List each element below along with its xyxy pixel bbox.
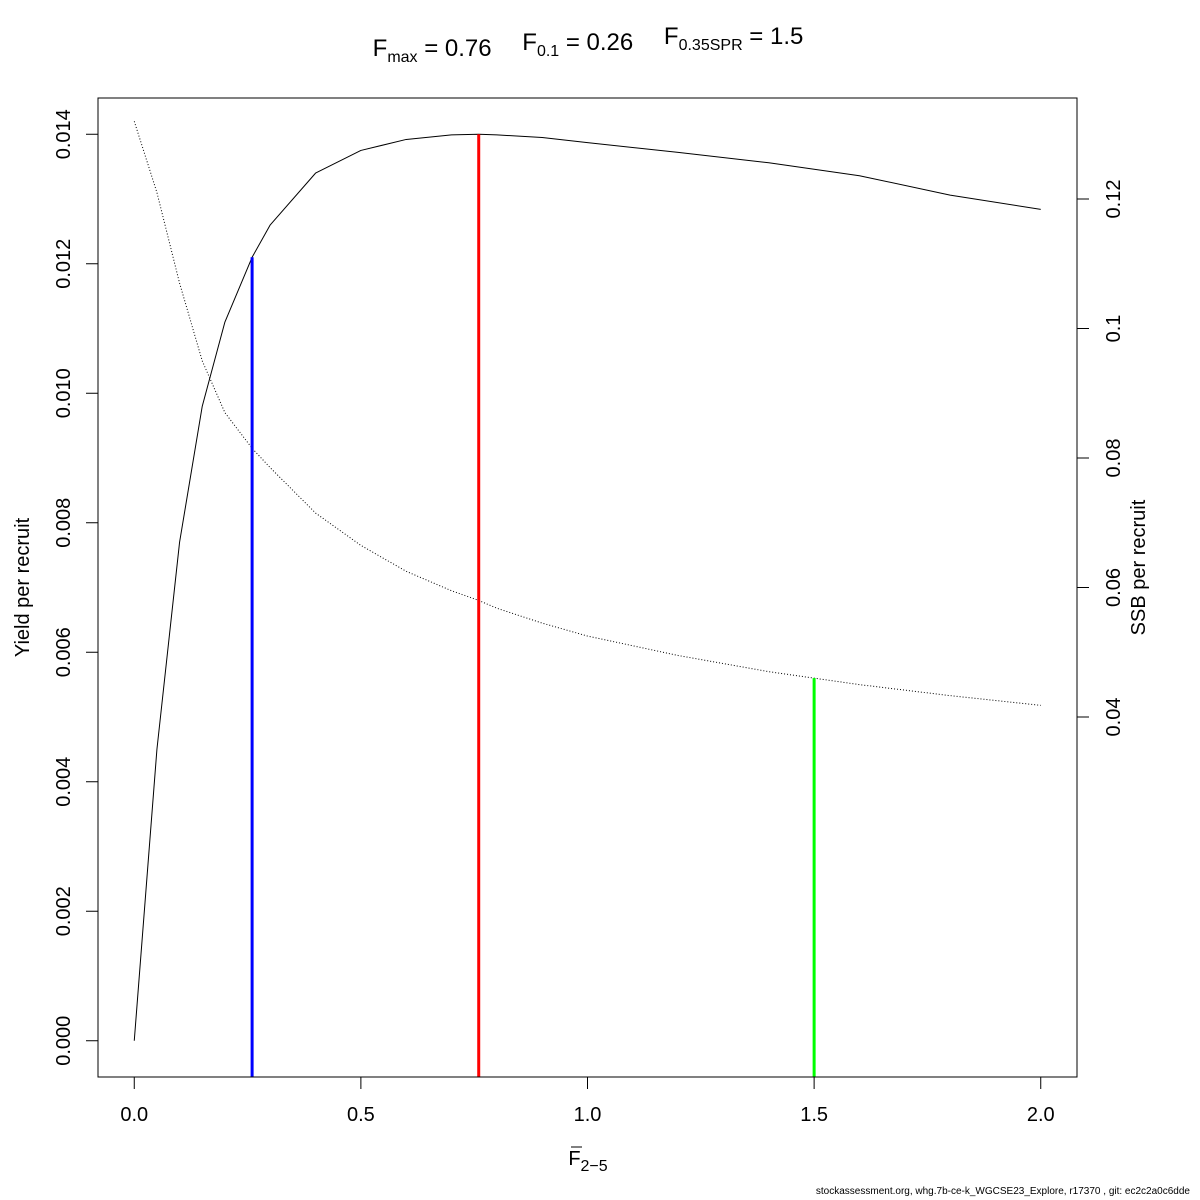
y-left-tick-label: 0.002 — [53, 886, 75, 936]
x-tick-label: 0.5 — [347, 1104, 375, 1126]
y-left-tick-label: 0.006 — [53, 627, 75, 677]
x-tick-label: 1.0 — [574, 1104, 602, 1126]
y-axis-right: 0.04 0.06 0.08 0.1 0.12 — [1076, 180, 1125, 737]
y-right-tick-label: 0.04 — [1103, 698, 1125, 737]
y-axis-right-title: SSB per recruit — [1128, 499, 1150, 635]
plot-area-frame — [97, 97, 1078, 1078]
title-part-main: F — [633, 23, 678, 50]
y-left-tick-label: 0.000 — [53, 1016, 75, 1066]
y-right-tick-label: 0.06 — [1103, 568, 1125, 607]
title-part-value: = 0.26 — [559, 29, 633, 56]
footer-credit: stockassessment.org, whg.7b-ce-k_WGCSE23… — [815, 1186, 1190, 1197]
y-left-tick-label: 0.010 — [53, 368, 75, 418]
series-layer — [133, 121, 1041, 1041]
x-axis-title: F2−5 — [568, 1146, 608, 1175]
y-axis-left-title: Yield per recruit — [12, 517, 34, 657]
x-tick-label: 0.0 — [120, 1104, 148, 1126]
title-part-subscript: max — [387, 49, 417, 66]
series-yield-per-recruit-line — [133, 133, 1041, 1041]
series-ssb-per-recruit-line — [133, 121, 1041, 706]
x-axis: 0.0 0.5 1.0 1.5 2.0 — [120, 1076, 1055, 1126]
y-left-tick-label: 0.004 — [53, 757, 75, 807]
chart-title-text: Fmax = 0.76 F0.1 = 0.26 F0.35SPR = 1.5 — [373, 23, 804, 66]
x-axis-title-subscript: 2−5 — [581, 1158, 608, 1175]
reference-lines — [250, 134, 816, 1077]
y-left-tick-label: 0.014 — [53, 109, 75, 159]
y-right-tick-label: 0.08 — [1103, 439, 1125, 478]
x-axis-title-text: F2−5 — [568, 1148, 607, 1175]
x-tick-label: 1.5 — [800, 1104, 828, 1126]
x-axis-title-main: F — [568, 1148, 580, 1170]
y-left-tick-label: 0.012 — [53, 239, 75, 289]
y-right-tick-label: 0.1 — [1103, 315, 1125, 343]
title-part-subscript: 0.1 — [537, 43, 559, 60]
chart-title: Fmax = 0.76 F0.1 = 0.26 F0.35SPR = 1.5 — [373, 23, 804, 66]
title-part-main: F — [492, 29, 537, 56]
title-part-value: = 1.5 — [743, 23, 804, 50]
y-right-tick-label: 0.12 — [1103, 180, 1125, 219]
title-part-main: F — [373, 35, 388, 62]
y-left-tick-label: 0.008 — [53, 498, 75, 548]
title-part-value: = 0.76 — [418, 35, 492, 62]
y-axis-left: 0.000 0.002 0.004 0.006 0.008 0.010 0.012 0.014 — [53, 109, 99, 1066]
x-tick-label: 2.0 — [1027, 1104, 1055, 1126]
title-part-subscript: 0.35SPR — [679, 37, 743, 54]
